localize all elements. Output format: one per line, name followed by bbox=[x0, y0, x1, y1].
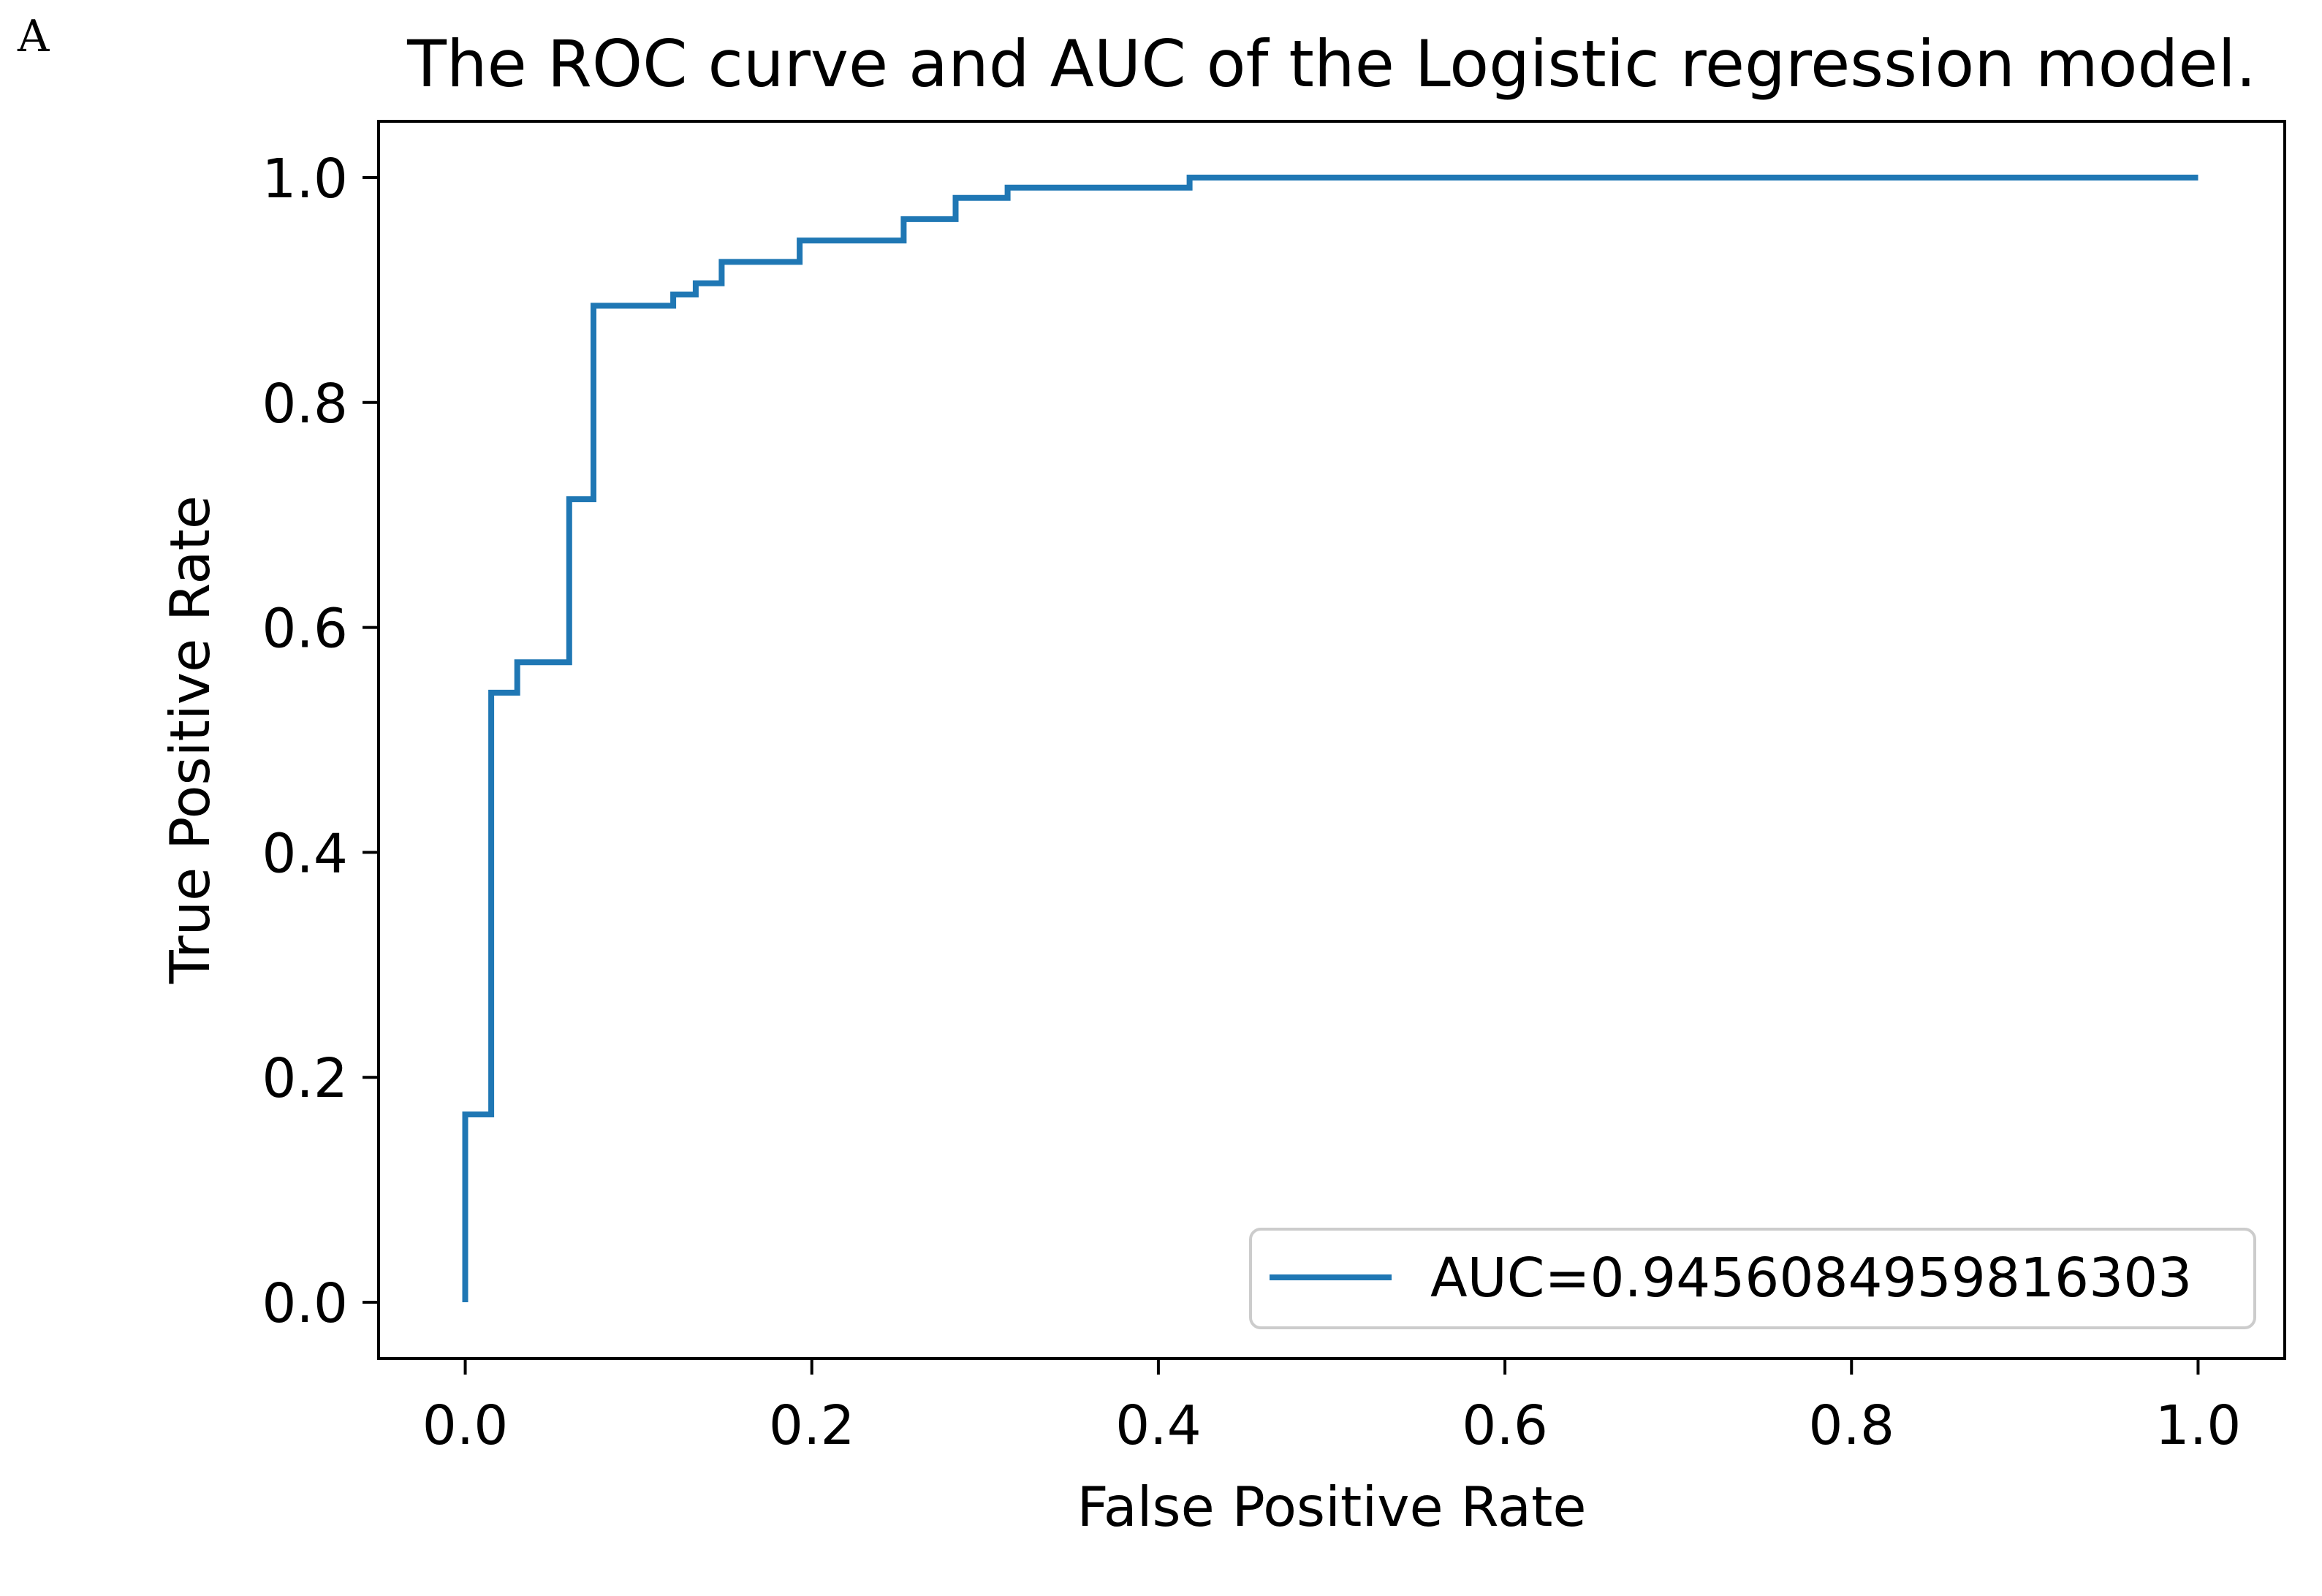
x-tick-label: 1.0 bbox=[2155, 1394, 2242, 1457]
y-axis-ticks: 0.0 0.2 0.4 0.6 0.8 1.0 bbox=[262, 148, 379, 1335]
y-tick-label: 0.2 bbox=[262, 1047, 348, 1110]
y-tick-label: 0.6 bbox=[262, 598, 348, 661]
panel-label: A bbox=[17, 11, 50, 62]
x-axis-label: False Positive Rate bbox=[1077, 1475, 1586, 1539]
roc-curve-line bbox=[462, 175, 2198, 1302]
x-tick-label: 0.2 bbox=[769, 1394, 855, 1457]
x-tick-label: 0.8 bbox=[1808, 1394, 1894, 1457]
y-tick-label: 0.0 bbox=[262, 1272, 348, 1335]
y-axis-label: True Positive Rate bbox=[158, 495, 222, 984]
legend: AUC=0.9456084959816303 bbox=[1249, 1228, 2256, 1329]
chart-title: The ROC curve and AUC of the Logistic re… bbox=[406, 26, 2256, 102]
y-tick-label: 0.8 bbox=[262, 373, 348, 436]
y-tick-label: 1.0 bbox=[262, 148, 348, 210]
x-tick-label: 0.0 bbox=[422, 1394, 509, 1457]
legend-box bbox=[1249, 1228, 2256, 1329]
x-axis-ticks: 0.0 0.2 0.4 0.6 0.8 1.0 bbox=[422, 1358, 2242, 1457]
x-tick-label: 0.6 bbox=[1462, 1394, 1548, 1457]
plot-area-frame bbox=[377, 120, 2286, 1360]
legend-label: AUC=0.9456084959816303 bbox=[1430, 1247, 2192, 1310]
x-tick-label: 0.4 bbox=[1115, 1394, 1202, 1457]
y-tick-label: 0.4 bbox=[262, 822, 348, 885]
